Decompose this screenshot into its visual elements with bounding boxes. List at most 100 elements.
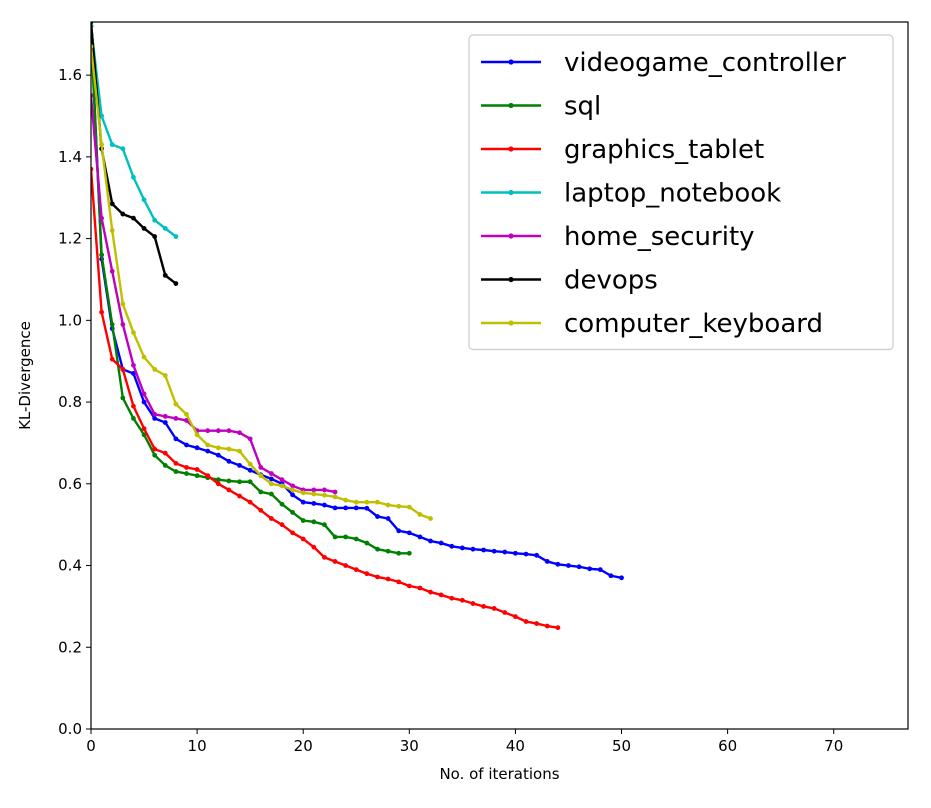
data-point (141, 354, 147, 360)
data-point (152, 411, 158, 417)
data-point (162, 413, 168, 419)
series-graphics-tablet (91, 166, 561, 631)
legend-marker (508, 102, 514, 109)
data-point (215, 428, 221, 434)
data-point (396, 528, 402, 534)
data-point (99, 252, 105, 258)
data-point (576, 564, 582, 570)
data-point (141, 426, 147, 432)
data-point (247, 479, 253, 485)
data-point (184, 471, 189, 476)
data-point (258, 465, 264, 470)
y-tick-label: 0.0 (58, 720, 82, 738)
data-point (406, 583, 412, 589)
data-point (162, 450, 168, 456)
y-axis-label: KL-Divergence (16, 321, 34, 430)
data-point (152, 446, 158, 452)
data-point (194, 445, 200, 451)
data-point (343, 497, 349, 503)
data-point (99, 215, 105, 221)
data-point (322, 554, 327, 560)
y-tick-label: 1.6 (58, 66, 82, 84)
data-point (141, 399, 147, 405)
data-point (566, 563, 571, 568)
data-point (237, 479, 242, 485)
data-point (237, 430, 242, 436)
data-point (428, 589, 433, 595)
series-computer-keyboard (91, 44, 433, 521)
data-point (184, 411, 189, 417)
plot-frame (90, 21, 909, 730)
data-point (311, 487, 317, 493)
legend-item: sql (481, 92, 601, 122)
data-point (396, 579, 402, 585)
data-point (226, 487, 232, 493)
data-point (131, 403, 136, 409)
data-point (247, 461, 253, 467)
data-point (364, 499, 370, 505)
data-point (173, 416, 179, 421)
data-point (258, 507, 264, 513)
data-point (396, 503, 402, 509)
data-point (459, 597, 465, 603)
data-point (406, 550, 412, 556)
legend-marker (508, 189, 514, 196)
data-point (173, 460, 179, 466)
data-point (544, 623, 550, 629)
legend-box (468, 34, 894, 351)
x-tick-label: 60 (718, 737, 737, 755)
data-point (268, 471, 274, 476)
data-point (131, 416, 136, 421)
data-point (375, 499, 380, 505)
data-point (120, 301, 126, 307)
data-point (502, 549, 508, 555)
data-point (534, 621, 540, 626)
data-point (215, 445, 221, 451)
data-point (513, 614, 518, 620)
data-point (619, 575, 624, 581)
data-point (162, 373, 168, 378)
data-point (152, 416, 158, 421)
x-tick-label: 30 (400, 737, 419, 755)
data-point (205, 448, 211, 454)
data-point (417, 512, 423, 517)
legend-label: sql (564, 92, 601, 122)
data-point (226, 428, 232, 434)
y-tick-label: 0.6 (58, 475, 82, 493)
data-point (99, 309, 105, 315)
data-point (332, 505, 338, 511)
axes: 0 10 20 30 40 50 60 70 0.0 0.2 0.4 0.6 0.8 1.0 1.2 1.4 1… (58, 66, 843, 755)
data-point (470, 601, 476, 606)
data-point (300, 490, 306, 496)
data-point (385, 548, 391, 554)
data-point (131, 330, 136, 335)
data-point (141, 225, 147, 231)
data-point (268, 491, 274, 497)
data-point (268, 476, 274, 482)
data-point (268, 516, 274, 521)
data-point (343, 534, 349, 540)
data-point (332, 534, 338, 540)
data-point (152, 452, 158, 458)
x-tick-label: 50 (612, 737, 631, 755)
data-point (109, 142, 115, 148)
y-tick-label: 1.2 (58, 230, 82, 248)
legend-marker (508, 146, 514, 152)
data-point (375, 546, 380, 552)
data-point (332, 494, 338, 500)
data-point (173, 234, 179, 239)
data-point (470, 546, 476, 552)
data-point (205, 428, 211, 434)
data-point (449, 595, 455, 601)
data-point (375, 574, 380, 580)
data-point (311, 544, 317, 550)
data-point (237, 493, 242, 499)
legend-label: devops (564, 266, 658, 296)
data-point (311, 491, 317, 497)
data-point (247, 436, 253, 442)
series-home-security (91, 93, 338, 495)
data-point (555, 561, 561, 567)
legend-item: devops (481, 266, 658, 296)
y-tick-label: 0.2 (58, 638, 82, 656)
data-point (353, 567, 359, 573)
